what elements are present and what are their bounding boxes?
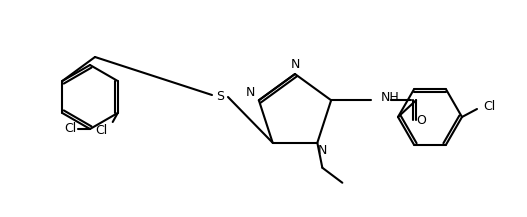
Text: S: S: [216, 90, 224, 104]
Text: N: N: [246, 86, 256, 99]
Text: Cl: Cl: [95, 125, 108, 138]
Text: Cl: Cl: [64, 123, 76, 135]
Text: Cl: Cl: [483, 100, 495, 113]
Text: NH: NH: [381, 91, 400, 104]
Text: N: N: [318, 144, 327, 157]
Text: O: O: [416, 114, 426, 127]
Text: N: N: [290, 58, 300, 71]
